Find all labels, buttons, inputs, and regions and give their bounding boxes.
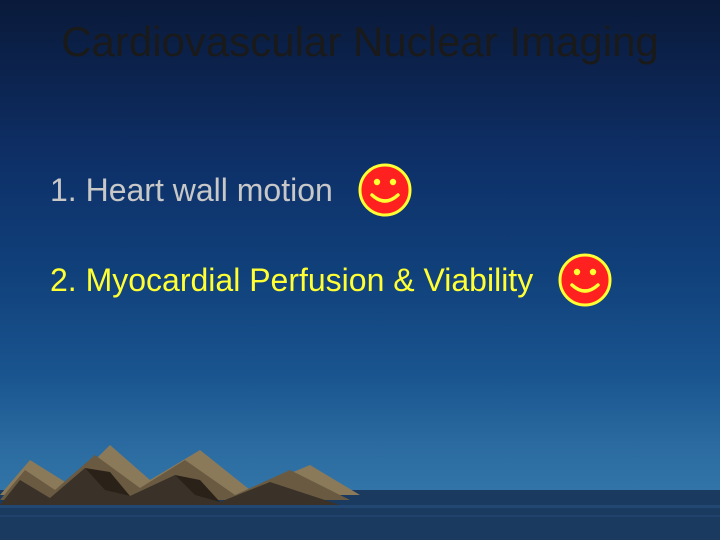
bullet-text-1: 1. Heart wall motion bbox=[50, 172, 333, 209]
slide-title: Cardiovascular Nuclear Imaging bbox=[0, 18, 720, 66]
bullet-text-2: 2. Myocardial Perfusion & Viability bbox=[50, 262, 533, 299]
landscape-decoration bbox=[0, 410, 720, 540]
smiley-icon bbox=[557, 252, 613, 308]
bullet-item-2: 2. Myocardial Perfusion & Viability bbox=[50, 252, 613, 308]
smiley-icon bbox=[357, 162, 413, 218]
bullet-item-1: 1. Heart wall motion bbox=[50, 162, 413, 218]
